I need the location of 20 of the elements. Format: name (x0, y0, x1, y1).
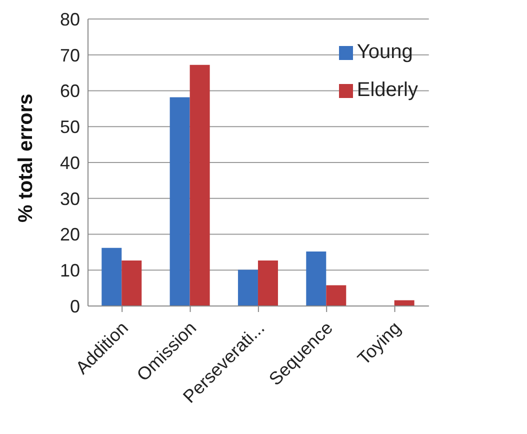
y-tick-label: 70 (60, 45, 80, 66)
legend-label: Young (356, 41, 413, 63)
y-tick-label: 0 (70, 296, 80, 316)
legend-label: Elderly (356, 79, 418, 101)
bar (306, 251, 326, 306)
bar (170, 97, 190, 306)
bar (102, 248, 122, 306)
bar (258, 260, 278, 306)
y-tick-label: 60 (60, 81, 80, 102)
y-tick-label: 30 (60, 188, 80, 209)
y-tick-label: 20 (60, 224, 80, 245)
y-tick-label: 80 (60, 9, 80, 30)
bar (326, 285, 346, 306)
y-tick-label: 50 (60, 117, 80, 138)
y-tick-label: 10 (60, 260, 80, 281)
bar (122, 260, 142, 306)
bar (190, 64, 210, 306)
y-tick-label: 40 (60, 152, 80, 173)
bar (238, 270, 258, 306)
y-axis-title: % total errors (15, 94, 38, 222)
